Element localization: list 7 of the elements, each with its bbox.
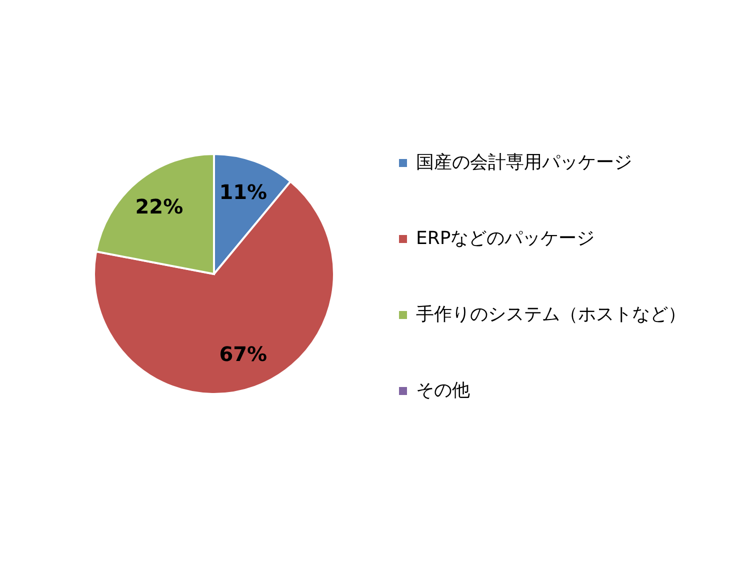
legend-label: その他 [416, 380, 470, 401]
legend-label: ERPなどのパッケージ [416, 228, 595, 249]
legend-label: 手作りのシステム（ホストなど） [416, 304, 686, 325]
data-label: 11% [219, 180, 268, 204]
data-label: 22% [135, 194, 184, 219]
legend-label: 国産の会計専用パッケージ [416, 152, 632, 173]
data-label: 67% [219, 342, 268, 366]
